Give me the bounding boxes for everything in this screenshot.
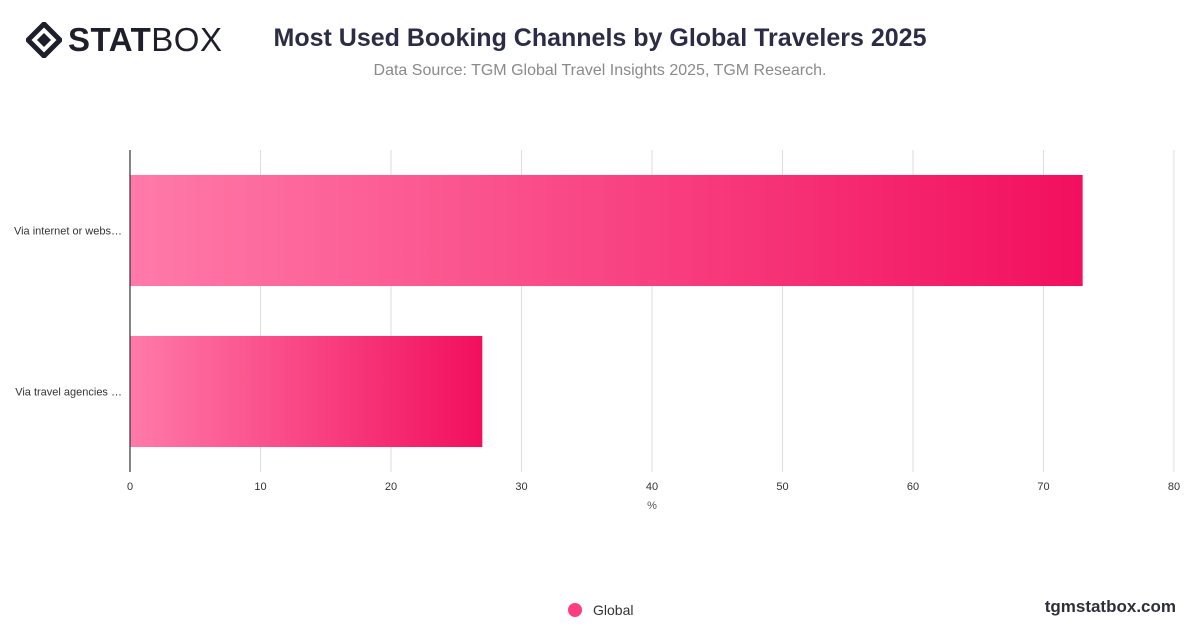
bars	[130, 174, 1083, 448]
legend-label: Global	[593, 602, 634, 618]
legend[interactable]: Global	[568, 602, 633, 618]
x-tick-label: 70	[1037, 481, 1049, 493]
bar[interactable]	[130, 174, 1083, 287]
x-tick-label: 40	[646, 481, 658, 493]
logo-text-light: BOX	[151, 21, 223, 58]
logo-text: STATBOX	[68, 22, 222, 58]
bar-chart: 0 10 20 30 40 50 60 70 80 Via internet or webs… Vi…	[14, 150, 1180, 513]
bar[interactable]	[130, 335, 483, 448]
x-tick-label: 80	[1168, 481, 1180, 493]
logo: STATBOX	[26, 22, 222, 58]
y-category-label: Via travel agencies …	[15, 387, 122, 399]
x-tick-label: 0	[127, 481, 133, 493]
x-tick-label: 60	[907, 481, 919, 493]
footer-brand: tgmstatbox.com	[1044, 597, 1176, 616]
y-category-label: Via internet or webs…	[14, 226, 122, 238]
x-tick-label: 20	[385, 481, 397, 493]
chart-subtitle: Data Source: TGM Global Travel Insights …	[373, 62, 827, 79]
statbox-diamond-icon	[26, 22, 62, 58]
x-tick-label: 10	[254, 481, 266, 493]
x-axis-label: %	[647, 500, 657, 512]
x-tick-label: 50	[776, 481, 788, 493]
x-tick-label: 30	[515, 481, 527, 493]
chart-title: Most Used Booking Channels by Global Tra…	[273, 24, 927, 52]
legend-marker-icon	[568, 603, 582, 617]
logo-text-bold: STAT	[68, 21, 152, 58]
axis-labels: 0 10 20 30 40 50 60 70 80 Via internet or webs… Vi…	[14, 226, 1180, 513]
